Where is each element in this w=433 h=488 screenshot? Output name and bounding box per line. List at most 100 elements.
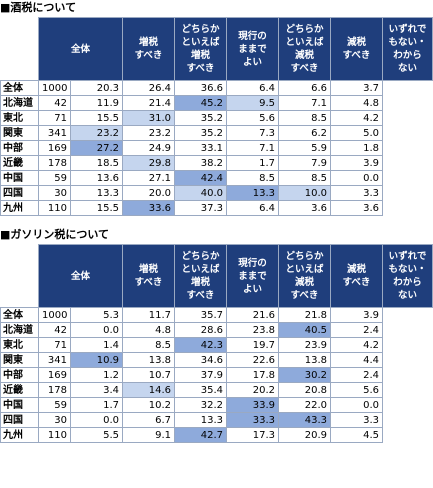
header-line: よい bbox=[243, 283, 263, 295]
table-cell: 0.0 bbox=[69, 412, 124, 428]
table-row: 四国 30 0.0 6.7 13.3 33.3 43.3 3.3 bbox=[0, 412, 433, 428]
table-cell: 34.6 bbox=[174, 352, 228, 368]
table-cell: 4.8 bbox=[122, 322, 176, 338]
header-cell: どちらか といえば 減税 すべき bbox=[278, 17, 332, 81]
table-row: 東北 71 15.5 31.0 35.2 5.6 8.5 4.2 bbox=[0, 110, 433, 126]
header-cell: どちらか といえば 減税 すべき bbox=[278, 244, 332, 308]
table-cell: 45.2 bbox=[174, 95, 228, 111]
row-label: 全体 bbox=[0, 307, 39, 323]
table-cell: 4.2 bbox=[330, 337, 384, 353]
table-cell: 3.9 bbox=[330, 155, 384, 171]
row-label: 九州 bbox=[0, 427, 39, 443]
header-line: 増税 bbox=[139, 264, 159, 275]
table-cell: 24.9 bbox=[122, 140, 176, 156]
table-cell: 1.7 bbox=[69, 397, 124, 413]
header-line: といえば bbox=[181, 264, 220, 275]
table-cell: 5.5 bbox=[69, 427, 124, 443]
content: ■酒税について 全体 増税 すべき どちらか といえば 増税 すべき 現行の ままで よい どちらかと… bbox=[0, 1, 433, 443]
table-cell: 31.0 bbox=[122, 110, 176, 126]
table-cell: 6.4 bbox=[226, 80, 280, 96]
table-cell: 21.8 bbox=[278, 307, 332, 323]
table-cell: 36.6 bbox=[174, 80, 228, 96]
header-cell: 現行の ままで よい bbox=[226, 244, 280, 308]
row-label: 北海道 bbox=[0, 322, 39, 338]
header-line: ままで bbox=[238, 270, 267, 282]
table-cell: 37.9 bbox=[174, 367, 228, 383]
table-cell: 40.0 bbox=[174, 185, 228, 201]
header-line: すべき bbox=[134, 50, 163, 61]
header-line: すべき bbox=[342, 277, 371, 288]
corner-cell bbox=[0, 244, 39, 308]
table-cell: 71 bbox=[38, 110, 71, 126]
table-cell: 28.6 bbox=[174, 322, 228, 338]
table-cell: 341 bbox=[38, 352, 71, 368]
header-line: すべき bbox=[186, 290, 215, 301]
table-cell: 23.8 bbox=[226, 322, 280, 338]
table-cell: 13.6 bbox=[69, 170, 124, 186]
header-line: ない bbox=[398, 290, 418, 301]
table-cell: 42 bbox=[38, 95, 71, 111]
header-line: すべき bbox=[290, 290, 319, 301]
header-line: もない・ bbox=[388, 37, 427, 48]
table-cell: 7.9 bbox=[278, 155, 332, 171]
row-label: 全体 bbox=[0, 80, 39, 96]
table-cell: 27.1 bbox=[122, 170, 176, 186]
header-line: いずれで bbox=[388, 24, 427, 35]
table-cell: 10.7 bbox=[122, 367, 176, 383]
corner-cell bbox=[0, 17, 39, 81]
row-label: 関東 bbox=[0, 125, 39, 141]
table-cell: 20.2 bbox=[226, 382, 280, 398]
header-line: といえば bbox=[285, 264, 324, 275]
header-line: 減税 bbox=[347, 264, 367, 275]
row-label: 近畿 bbox=[0, 382, 39, 398]
table-cell: 4.4 bbox=[330, 352, 384, 368]
header-line: ままで bbox=[238, 43, 267, 55]
header-line: といえば bbox=[285, 37, 324, 48]
header-line: すべき bbox=[342, 50, 371, 61]
table-cell: 3.6 bbox=[330, 200, 384, 216]
table-cell: 1.4 bbox=[69, 337, 124, 353]
table-row: 九州 110 5.5 9.1 42.7 17.3 20.9 4.5 bbox=[0, 427, 433, 443]
header-line: わから bbox=[393, 50, 422, 61]
table-cell: 26.4 bbox=[122, 80, 176, 96]
table-row: 九州 110 15.5 33.6 37.3 6.4 3.6 3.6 bbox=[0, 200, 433, 216]
table-row: 全体 1000 20.3 26.4 36.6 6.4 6.6 3.7 bbox=[0, 80, 433, 96]
table-cell: 35.2 bbox=[174, 125, 228, 141]
table-cell: 32.2 bbox=[174, 397, 228, 413]
table-cell: 9.5 bbox=[226, 95, 280, 111]
table-cell: 15.5 bbox=[69, 200, 124, 216]
table-row: 北海道 42 0.0 4.8 28.6 23.8 40.5 2.4 bbox=[0, 322, 433, 338]
table-cell: 8.5 bbox=[226, 170, 280, 186]
table-cell: 18.5 bbox=[69, 155, 124, 171]
table-cell: 8.5 bbox=[278, 110, 332, 126]
table-cell: 20.8 bbox=[278, 382, 332, 398]
table-cell: 23.2 bbox=[69, 125, 124, 141]
header-line: 増税 bbox=[139, 37, 159, 48]
row-label: 中部 bbox=[0, 367, 39, 383]
table-cell: 0.0 bbox=[330, 170, 384, 186]
table-row: 中部 169 1.2 10.7 37.9 17.8 30.2 2.4 bbox=[0, 367, 433, 383]
header-line: 現行の bbox=[238, 30, 267, 42]
table-cell: 3.3 bbox=[330, 185, 384, 201]
header-row: 全体 増税 すべき どちらか といえば 増税 すべき 現行の ままで よい どちらか といえば 減税 すべ… bbox=[0, 17, 433, 81]
table-cell: 40.5 bbox=[278, 322, 332, 338]
header-line: 現行の bbox=[238, 257, 267, 269]
header-line: わから bbox=[393, 277, 422, 288]
header-cell: 増税 すべき bbox=[122, 244, 176, 308]
table-cell: 1.2 bbox=[69, 367, 124, 383]
table-cell: 1.7 bbox=[226, 155, 280, 171]
table-cell: 8.5 bbox=[278, 170, 332, 186]
table-row: 関東 341 23.2 23.2 35.2 7.3 6.2 5.0 bbox=[0, 125, 433, 141]
table-cell: 178 bbox=[38, 155, 71, 171]
table-cell: 30 bbox=[38, 185, 71, 201]
table-cell: 3.3 bbox=[330, 412, 384, 428]
table-cell: 0.0 bbox=[330, 397, 384, 413]
table-cell: 33.1 bbox=[174, 140, 228, 156]
table-row: 東北 71 1.4 8.5 42.3 19.7 23.9 4.2 bbox=[0, 337, 433, 353]
table-cell: 22.0 bbox=[278, 397, 332, 413]
table-cell: 30 bbox=[38, 412, 71, 428]
table-cell: 35.2 bbox=[174, 110, 228, 126]
table-cell: 0.0 bbox=[69, 322, 124, 338]
header-line: 増税 bbox=[191, 50, 211, 61]
